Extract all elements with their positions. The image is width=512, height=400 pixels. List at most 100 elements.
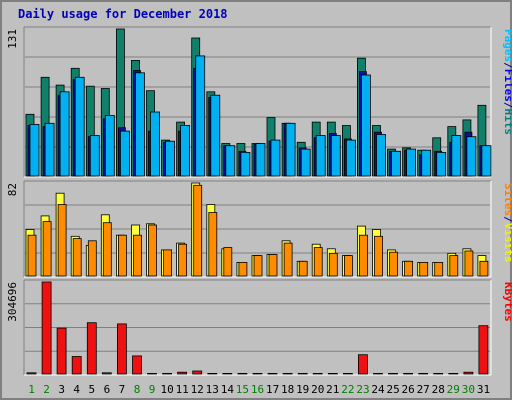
panel-3-bar-kbytes [327,372,338,375]
panel-2-bar-sites [72,238,82,277]
panel-2-bar-sites [313,247,323,277]
panel-2-bar-sites [87,240,97,277]
panel-1-legend: Pages/Files/Hits [502,29,512,135]
panel-1-bar-pages [104,115,115,177]
x-tick-label: 2 [43,383,50,396]
panel-1-bar-pages [195,55,206,177]
panel-1-bar-pages [74,76,85,177]
panel-1-bar-pages [451,135,462,177]
x-tick-label: 27 [417,383,430,396]
panel-2-bar-sites [238,261,248,277]
panel-3-bar-kbytes [388,372,398,375]
x-tick-label: 10 [160,383,173,396]
panel-2-bar-sites [298,260,308,277]
x-tick-label: 9 [149,383,156,396]
panel-1-bar-pages [315,135,326,177]
x-tick-label: 7 [119,383,126,396]
x-tick-label: 13 [206,383,219,396]
x-tick-label: 15 [236,383,249,396]
panel-3-bar-kbytes [222,372,233,375]
panel-2-bar-sites [479,260,489,277]
panel-2-bar-sites [193,184,203,277]
x-tick-label: 14 [221,383,235,396]
panel-2-bar-sites [133,234,142,277]
panel-3-bar-kbytes [252,372,263,375]
panel-3-bar-kbytes [297,372,308,375]
panel-1-bar-pages [44,122,55,177]
panel-3-bar-kbytes [357,354,368,375]
panel-3-bar-kbytes [207,372,218,375]
panel-1-bar-pages [29,124,40,177]
panel-2-bar-sites [118,234,127,277]
x-tick-label: 31 [477,383,490,396]
panel-2-bar-sites [434,261,444,277]
panel-2-legend-item: / [502,216,512,223]
panel-1-legend-item: Pages [502,29,512,62]
x-tick-label: 8 [134,383,141,396]
panel-1-bar-pages [180,125,191,177]
panel-1-legend-item: Files [502,69,512,102]
panel-1-bar-pages [436,151,447,177]
panel-3-bar-kbytes [282,372,293,375]
x-tick-label: 17 [266,383,279,396]
panel-3-bar-kbytes [373,372,383,375]
panel-2-bar-sites [57,204,67,277]
panel-3-bar-kbytes [147,372,157,375]
panel-2-bar-sites [389,251,398,277]
x-tick-label: 19 [296,383,309,396]
panel-2-bar-sites [328,252,338,277]
panel-3-bar-kbytes [101,372,112,375]
panel-2-bar-sites [419,261,429,277]
panel-2-legend-item: Sites [502,183,512,216]
panel-1-bar-pages [345,139,356,177]
x-tick-label: 16 [251,383,264,396]
panel-2-bar-sites [208,212,218,277]
panel-3-bar-kbytes [86,322,97,375]
panel-2-bar-sites [464,250,474,277]
panel-1-bar-pages [135,72,145,177]
panel-2-bar-sites [223,247,233,277]
panel-2-bar-sites [178,243,188,277]
panel-1-bar-pages [270,139,281,177]
x-tick-label: 18 [281,383,294,396]
panel-3-bar-kbytes [267,372,278,375]
panel-1-bar-pages [330,135,341,177]
panel-3-bar-kbytes [463,371,474,375]
panel-3-bar-kbytes [448,372,459,375]
panel-3-bar-kbytes [26,372,37,375]
panel-2-bar-sites [283,242,293,277]
chart-title: Daily usage for December 2018 [18,7,228,21]
panel-1-legend-item: Hits [502,109,512,136]
panel-1-bar-pages [391,150,401,177]
panel-3-bar-kbytes [117,323,127,375]
panel-2-bar-sites [148,224,157,277]
panel-2-legend-item: Visits [502,223,512,263]
panel-2-bar-sites [27,234,37,277]
panel-1-bar-pages [421,149,432,177]
x-tick-label: 28 [432,383,445,396]
panel-2-bar-sites [268,254,278,277]
panel-3-bar-kbytes [162,372,173,375]
panel-3-bar-kbytes [56,327,67,375]
panel-1-bar-pages [225,145,236,177]
x-tick-label: 20 [311,383,324,396]
panel-2-bar-sites [449,255,459,277]
panel-1-legend-item: / [502,62,512,69]
panel-1-bar-pages [360,74,371,177]
panel-2-bar-sites [343,255,353,277]
panel-3-bar-kbytes [132,355,142,375]
panel-1-bar-pages [481,145,492,177]
panel-2-bar-sites [42,221,52,277]
panel-3-bar-kbytes [342,372,353,375]
x-tick-label: 11 [176,383,189,396]
x-tick-label: 30 [462,383,475,396]
panel-3-bar-kbytes [478,325,489,375]
x-tick-label: 21 [326,383,339,396]
x-tick-label: 25 [386,383,399,396]
x-tick-label: 5 [88,383,95,396]
panel-1-bar-pages [120,130,130,177]
panel-2-bar-sites [163,249,173,277]
panel-1-bar-pages [466,136,477,177]
